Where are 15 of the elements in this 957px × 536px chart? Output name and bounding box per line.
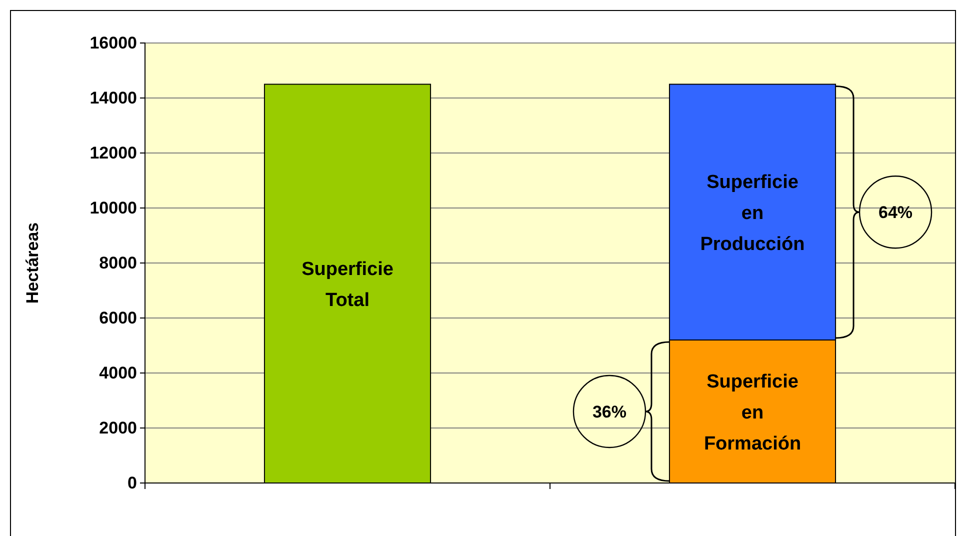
y-tick-label: 4000 — [99, 363, 137, 382]
y-tick-label: 14000 — [90, 88, 137, 108]
series-label: Superficie en Producción — [700, 172, 805, 256]
y-tick-label: 0 — [128, 473, 137, 492]
y-tick-label: 8000 — [99, 253, 137, 272]
annotation: 64% — [878, 203, 913, 222]
y-tick-label: 2000 — [99, 418, 137, 438]
y-tick-label: 16000 — [90, 33, 137, 52]
y-tick-label: 12000 — [90, 143, 137, 162]
annotation: 36% — [592, 402, 626, 422]
series-label: Superficie Total — [302, 259, 394, 312]
y-tick-label: 6000 — [99, 308, 137, 328]
y-axis-title: Hectáreas — [23, 222, 42, 304]
y-tick-label: 10000 — [90, 198, 137, 218]
series-label: Superficie en Formación — [704, 372, 802, 454]
